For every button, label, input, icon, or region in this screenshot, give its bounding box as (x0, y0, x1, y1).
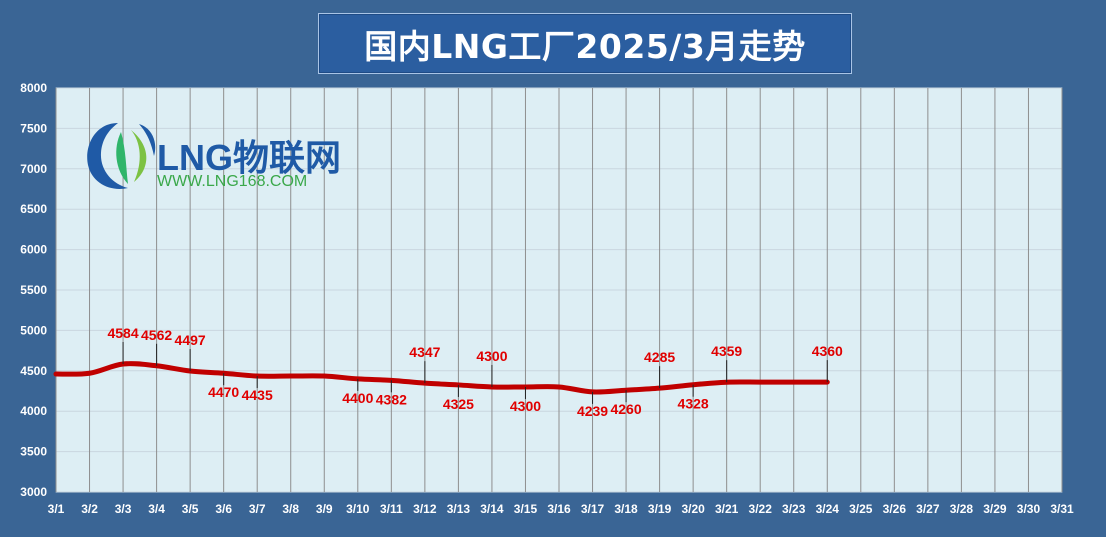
logo-brand: LNG物联网 (157, 137, 341, 178)
x-tick-label: 3/24 (816, 502, 840, 516)
chart-title: 国内LNG工厂2025/3月走势 (364, 26, 806, 66)
data-label: 4584 (107, 325, 138, 341)
title-banner: 国内LNG工厂2025/3月走势 (318, 13, 852, 74)
data-label: 4300 (476, 348, 507, 364)
y-axis-ticks: 3000 3500 4000 4500 5000 5500 6000 6500 7000 7500… (20, 81, 47, 499)
data-label: 4400 (342, 390, 373, 406)
data-label: 4239 (577, 403, 608, 419)
data-label: 4328 (678, 396, 709, 412)
data-point (322, 374, 326, 378)
leaf-icon (87, 123, 156, 189)
lng-logo: LNG物联网 WWW.LNG168.COM (87, 123, 341, 190)
grid-lines (55, 87, 1063, 493)
data-label: 4470 (208, 384, 239, 400)
x-tick-label: 3/2 (81, 502, 98, 516)
data-label: 4325 (443, 396, 474, 412)
data-label: 4360 (812, 343, 843, 359)
data-label: 4562 (141, 327, 172, 343)
x-tick-label: 3/6 (215, 502, 232, 516)
x-tick-label: 3/30 (1017, 502, 1041, 516)
x-tick-label: 3/21 (715, 502, 739, 516)
y-tick-label: 3500 (20, 445, 47, 459)
x-tick-label: 3/19 (648, 502, 672, 516)
x-tick-label: 3/18 (614, 502, 638, 516)
x-tick-label: 3/14 (480, 502, 504, 516)
data-labels: 4584 4562 4497 4470 4435 4400 4382 4347 4325 4300… (107, 325, 843, 419)
data-point (792, 380, 796, 384)
y-tick-label: 4500 (20, 364, 47, 378)
x-tick-label: 3/12 (413, 502, 437, 516)
data-point (289, 374, 293, 378)
x-tick-label: 3/3 (115, 502, 132, 516)
x-tick-label: 3/28 (950, 502, 974, 516)
x-tick-label: 3/25 (849, 502, 873, 516)
x-tick-label: 3/29 (983, 502, 1007, 516)
x-tick-label: 3/15 (514, 502, 538, 516)
series-line (53, 361, 830, 395)
x-tick-label: 3/8 (282, 502, 299, 516)
x-tick-label: 3/27 (916, 502, 940, 516)
x-tick-label: 3/26 (883, 502, 907, 516)
y-tick-label: 5000 (20, 323, 47, 337)
x-tick-label: 3/20 (681, 502, 705, 516)
data-label: 4347 (409, 344, 440, 360)
data-label: 4285 (644, 349, 675, 365)
x-tick-label: 3/10 (346, 502, 370, 516)
data-label: 4260 (610, 401, 641, 417)
y-tick-label: 4000 (20, 404, 47, 418)
x-axis-ticks: 3/1 3/2 3/3 3/4 3/5 3/6 3/7 3/8 3/9 3/10 3/11 3/12 3… (48, 502, 1074, 516)
x-tick-label: 3/5 (182, 502, 199, 516)
y-tick-label: 3000 (20, 485, 47, 499)
logo-url: WWW.LNG168.COM (157, 173, 307, 190)
data-label: 4359 (711, 343, 742, 359)
data-point (557, 385, 561, 389)
x-tick-label: 3/13 (447, 502, 471, 516)
x-tick-label: 3/1 (48, 502, 65, 516)
y-tick-label: 5500 (20, 283, 47, 297)
y-tick-label: 6000 (20, 243, 47, 257)
data-label: 4497 (175, 332, 206, 348)
data-label: 4300 (510, 398, 541, 414)
x-tick-label: 3/11 (380, 502, 403, 516)
x-tick-label: 3/22 (749, 502, 773, 516)
x-tick-label: 3/17 (581, 502, 605, 516)
x-tick-label: 3/23 (782, 502, 806, 516)
y-tick-label: 6500 (20, 202, 47, 216)
y-tick-label: 7000 (20, 162, 47, 176)
data-label: 4435 (242, 387, 273, 403)
x-tick-label: 3/4 (148, 502, 165, 516)
y-tick-label: 8000 (20, 81, 47, 95)
x-tick-label: 3/16 (547, 502, 571, 516)
data-point (54, 372, 58, 376)
y-tick-label: 7500 (20, 121, 47, 135)
x-tick-label: 3/31 (1050, 502, 1074, 516)
x-tick-label: 3/9 (316, 502, 333, 516)
data-point (88, 371, 92, 375)
data-label: 4382 (376, 391, 407, 407)
x-tick-label: 3/7 (249, 502, 266, 516)
data-point (758, 380, 762, 384)
